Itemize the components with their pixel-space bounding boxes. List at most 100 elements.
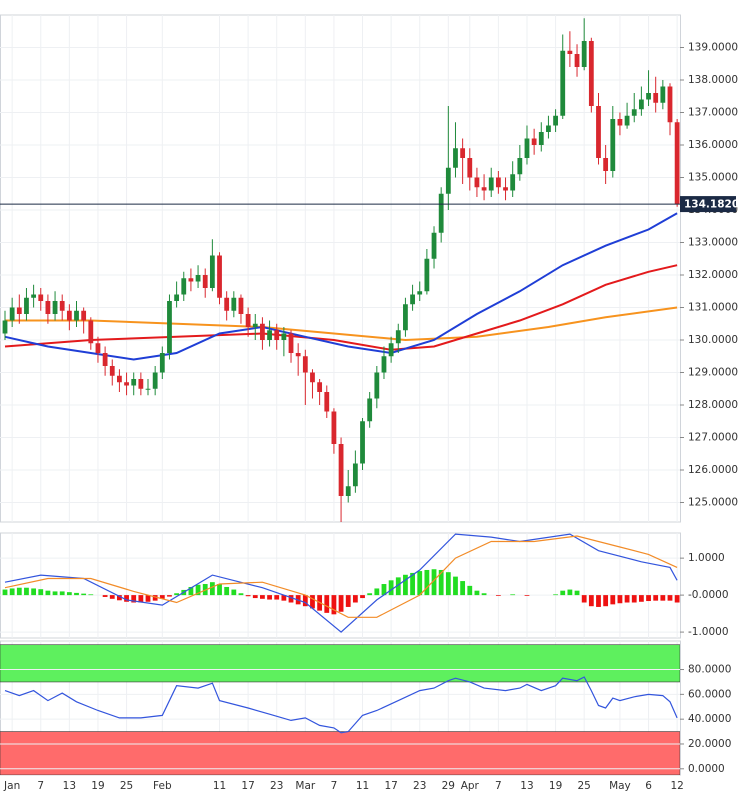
candle-body <box>124 382 129 386</box>
y-tick-label: 126.0000 <box>688 464 738 476</box>
candle-body <box>617 119 623 126</box>
panel-frame <box>0 532 681 639</box>
rsi-band <box>0 644 680 683</box>
candle-body <box>281 333 287 340</box>
histogram-bar <box>646 595 651 602</box>
x-tick-label: 23 <box>413 780 426 792</box>
x-tick-label: 17 <box>384 780 397 792</box>
histogram-bar <box>574 590 580 596</box>
candle-body <box>381 356 387 373</box>
histogram-bar <box>410 572 415 596</box>
histogram-bar <box>660 595 666 601</box>
histogram-bar <box>417 571 423 596</box>
histogram-bar <box>310 595 315 609</box>
y-tick-label: 60.0000 <box>688 688 731 700</box>
histogram-bar <box>424 569 430 596</box>
x-tick-label: 7 <box>495 780 502 792</box>
candle-body <box>374 372 380 399</box>
y-tick-label: 40.0000 <box>688 713 731 725</box>
histogram-bar <box>495 595 501 596</box>
indicator-line <box>4 264 678 351</box>
x-tick-label: May <box>609 780 631 792</box>
candle-body <box>102 353 108 366</box>
candle-body <box>410 294 415 305</box>
candle-body <box>588 41 594 106</box>
x-tick-label: Feb <box>153 780 172 792</box>
candle-body <box>324 392 330 412</box>
candle-body <box>74 310 79 321</box>
candle-body <box>531 138 537 145</box>
candle-body <box>510 174 516 191</box>
candle-body <box>438 193 444 233</box>
histogram-bar <box>2 589 8 596</box>
y-tick-label: 133.0000 <box>688 237 738 249</box>
histogram-bar <box>510 594 516 596</box>
histogram-bar <box>388 580 394 596</box>
histogram-bar <box>131 595 137 603</box>
y-tick-label: 20.0000 <box>688 738 731 750</box>
y-tick-label: 139.0000 <box>688 42 738 54</box>
candle-body <box>574 54 580 67</box>
candle-body <box>345 486 351 496</box>
histogram-bar <box>560 590 566 596</box>
histogram-bar <box>674 595 680 603</box>
histogram-bar <box>252 595 258 599</box>
candle-body <box>488 177 494 191</box>
last-price-box <box>680 196 736 213</box>
histogram-bar <box>617 595 623 604</box>
histogram-bar <box>81 593 87 596</box>
candle-body <box>88 320 94 344</box>
histogram-bar <box>24 587 29 596</box>
indicator-line <box>5 306 678 342</box>
histogram-bar <box>238 593 244 596</box>
histogram-bar <box>52 591 58 596</box>
candle-body <box>481 187 487 191</box>
candle-body <box>453 148 458 168</box>
candle-body <box>495 177 501 188</box>
histogram-bar <box>267 595 272 600</box>
histogram-bar <box>167 595 172 597</box>
histogram-bar <box>224 586 230 596</box>
candle-body <box>202 275 208 288</box>
candle-body <box>9 307 15 321</box>
histogram-bar <box>610 595 616 605</box>
last-price-label: 134.1820 <box>684 199 739 211</box>
candle-body <box>167 301 172 353</box>
y-tick-label: 129.0000 <box>688 367 738 379</box>
histogram-bar <box>31 588 37 596</box>
candle-body <box>603 158 609 171</box>
histogram-bar <box>481 593 487 596</box>
x-tick-label: 17 <box>241 780 254 792</box>
panel-frame <box>0 14 681 523</box>
y-tick-label: 131.0000 <box>688 302 738 314</box>
candle-body <box>195 275 201 282</box>
y-tick-label: 135.0000 <box>688 172 738 184</box>
histogram-bar <box>474 590 480 596</box>
candle-body <box>674 122 680 205</box>
histogram-bar <box>467 585 473 596</box>
candle-body <box>38 294 44 301</box>
candle-body <box>660 86 666 103</box>
histogram-bar <box>245 595 251 597</box>
histogram-bar <box>138 595 144 603</box>
histogram-bar <box>274 595 280 600</box>
candle-body <box>538 132 544 145</box>
candle-body <box>16 307 22 314</box>
candle-body <box>653 93 659 103</box>
candle-body <box>131 379 137 386</box>
histogram-bar <box>74 592 79 596</box>
histogram-bar <box>324 595 330 613</box>
y-tick-label: 0.0000 <box>688 763 725 775</box>
histogram-bar <box>260 595 265 599</box>
x-tick-label: 7 <box>331 780 338 792</box>
candle-body <box>245 314 251 327</box>
candle-body <box>667 86 673 123</box>
candle-body <box>66 310 72 321</box>
candle-body <box>24 297 29 314</box>
panel <box>0 533 680 638</box>
histogram-bar <box>445 572 451 596</box>
candle-body <box>517 158 523 175</box>
histogram-bar <box>281 595 287 601</box>
candle-body <box>360 421 365 464</box>
